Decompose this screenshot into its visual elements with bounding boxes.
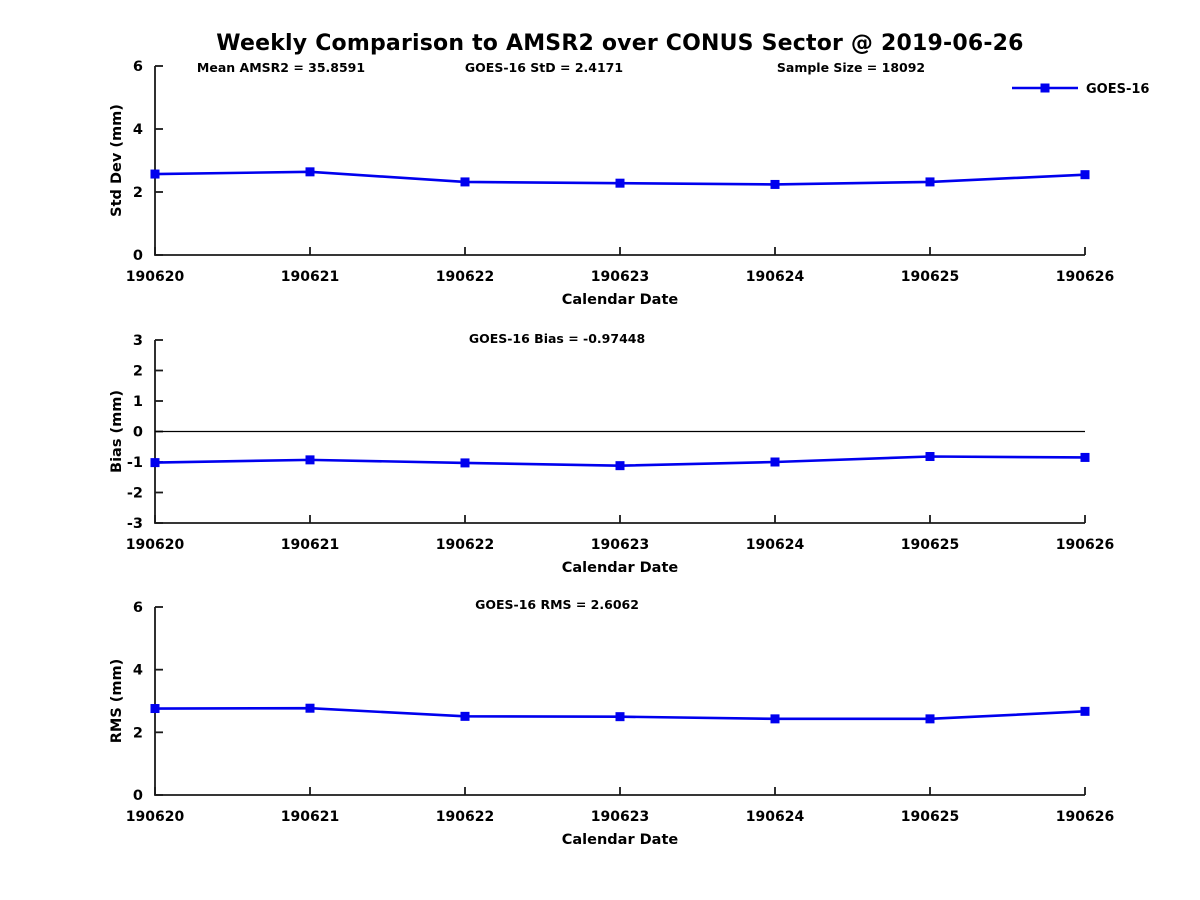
y-tick-label: 1 xyxy=(133,394,143,410)
y-tick-label: 0 xyxy=(133,248,143,264)
x-tick-label: 190625 xyxy=(901,809,959,825)
x-axis-title: Calendar Date xyxy=(562,832,679,848)
x-tick-label: 190623 xyxy=(591,537,649,553)
x-tick-label: 190624 xyxy=(746,537,805,553)
x-tick-label: 190622 xyxy=(436,809,494,825)
data-point-marker xyxy=(615,712,625,722)
x-tick-label: 190623 xyxy=(591,809,649,825)
y-tick-label: -2 xyxy=(127,486,143,502)
y-tick-label: 3 xyxy=(133,333,143,349)
y-tick-label: 4 xyxy=(133,122,143,138)
data-point-marker xyxy=(150,704,160,714)
data-point-marker xyxy=(305,167,315,177)
data-point-marker xyxy=(615,461,625,471)
data-point-marker xyxy=(770,714,780,724)
y-tick-label: 0 xyxy=(133,425,143,441)
legend-marker xyxy=(1040,83,1050,93)
data-point-marker xyxy=(460,177,470,187)
axes-lines xyxy=(154,66,1085,256)
data-point-marker xyxy=(305,703,315,713)
x-tick-label: 190625 xyxy=(901,537,959,553)
annotation-text: GOES-16 StD = 2.4171 xyxy=(465,60,623,75)
x-tick-label: 190626 xyxy=(1056,537,1114,553)
data-point-marker xyxy=(1080,706,1090,716)
x-tick-label: 190622 xyxy=(436,269,494,285)
y-tick-label: 6 xyxy=(133,59,143,75)
y-tick-label: -3 xyxy=(127,516,143,532)
chart-bias: -3 -2 -1 0 1 2 3 190620 190621 190622 190623 190624… xyxy=(109,331,1114,576)
y-tick-label: 2 xyxy=(133,185,143,201)
x-tick-label: 190626 xyxy=(1056,269,1114,285)
y-tick-label: 2 xyxy=(133,364,143,380)
x-tick-label: 190626 xyxy=(1056,809,1114,825)
y-axis-title: RMS (mm) xyxy=(109,659,125,744)
x-tick-label: 190621 xyxy=(281,269,339,285)
legend: GOES-16 xyxy=(1012,82,1149,97)
chart-std-dev: 0 2 4 6 190620 190621 190622 190623 190624 190625… xyxy=(109,59,1149,308)
axes-lines xyxy=(154,607,1085,796)
x-tick-label: 190622 xyxy=(436,537,494,553)
data-point-marker xyxy=(925,452,935,462)
data-point-marker xyxy=(460,711,470,721)
y-tick-label: -1 xyxy=(127,455,143,471)
x-tick-label: 190624 xyxy=(746,809,805,825)
x-tick-label: 190621 xyxy=(281,537,339,553)
x-tick-label: 190620 xyxy=(126,537,185,553)
y-tick-label: 4 xyxy=(133,663,143,679)
data-point-marker xyxy=(770,457,780,467)
x-axis-title: Calendar Date xyxy=(562,292,679,308)
data-point-marker xyxy=(925,177,935,187)
legend-label: GOES-16 xyxy=(1086,82,1149,97)
data-point-marker xyxy=(460,458,470,468)
data-point-marker xyxy=(615,178,625,188)
x-tick-label: 190624 xyxy=(746,269,805,285)
data-point-marker xyxy=(1080,452,1090,462)
y-axis-title: Bias (mm) xyxy=(109,390,125,473)
x-axis-title: Calendar Date xyxy=(562,560,679,576)
annotation-text: GOES-16 RMS = 2.6062 xyxy=(475,597,639,612)
x-tick-label: 190621 xyxy=(281,809,339,825)
x-tick-label: 190620 xyxy=(126,269,185,285)
chart-rms: 0 2 4 6 190620 190621 190622 190623 190624 190625… xyxy=(109,597,1114,848)
x-tick-label: 190620 xyxy=(126,809,185,825)
annotation-text: Sample Size = 18092 xyxy=(777,60,925,75)
figure-title: Weekly Comparison to AMSR2 over CONUS Se… xyxy=(216,31,1024,56)
y-axis-title: Std Dev (mm) xyxy=(109,104,125,217)
x-tick-label: 190625 xyxy=(901,269,959,285)
data-point-marker xyxy=(925,714,935,724)
data-point-marker xyxy=(150,169,160,179)
y-tick-label: 6 xyxy=(133,600,143,616)
data-point-marker xyxy=(770,179,780,189)
x-tick-label: 190623 xyxy=(591,269,649,285)
y-tick-label: 0 xyxy=(133,788,143,804)
data-point-marker xyxy=(1080,170,1090,180)
data-point-marker xyxy=(150,458,160,468)
annotation-text: Mean AMSR2 = 35.8591 xyxy=(197,60,365,75)
y-tick-label: 2 xyxy=(133,725,143,741)
annotation-text: GOES-16 Bias = -0.97448 xyxy=(469,331,645,346)
data-point-marker xyxy=(305,455,315,465)
